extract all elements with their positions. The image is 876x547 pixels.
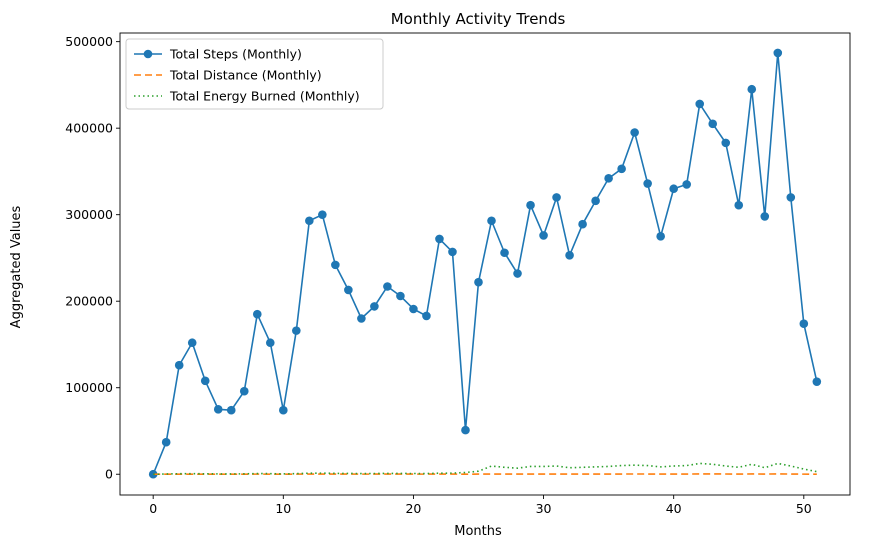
series-1-point <box>265 338 275 348</box>
legend-label-1: Total Steps (Monthly) <box>169 47 302 62</box>
series-1-point <box>226 405 236 415</box>
series-1-point <box>773 48 783 58</box>
y-tick-label: 400000 <box>65 121 113 136</box>
plot-area: 0 10 20 30 40 50 0 100000 200000 300000 400000 5000… <box>65 32 851 516</box>
x-axis-title: Months <box>454 524 502 539</box>
series-1-point <box>174 360 184 370</box>
series-1-point <box>370 302 379 311</box>
series-1-point <box>252 309 262 319</box>
legend-label-2: Total Distance (Monthly) <box>169 68 322 83</box>
series-1-point <box>539 231 548 240</box>
series-1-point <box>721 138 731 148</box>
series-1-point <box>734 200 744 210</box>
series-1-point <box>357 314 366 323</box>
series-1-point <box>708 119 718 129</box>
series-1-point <box>591 196 600 206</box>
series-1-point <box>565 251 574 260</box>
series-1-point <box>422 311 431 321</box>
series-1-point <box>656 232 665 241</box>
series-1-point <box>383 282 392 291</box>
series-1-point <box>812 377 822 386</box>
series-line-3 <box>153 462 817 476</box>
series-1-point <box>239 386 249 396</box>
series-1-point <box>682 180 691 189</box>
y-axis-title: Aggregated Values <box>9 205 24 328</box>
series-1-point <box>760 212 770 221</box>
series-1-point <box>513 269 522 278</box>
axes-frame <box>119 32 851 496</box>
series-1-point <box>695 99 705 109</box>
series-1-point <box>187 338 197 348</box>
y-tick-label: 500000 <box>65 34 113 49</box>
series-1-point <box>161 437 171 447</box>
series-1-point <box>213 405 223 414</box>
series-1-point <box>318 210 327 219</box>
series-1-point <box>435 234 444 244</box>
series-1-point <box>344 285 353 295</box>
series-1-point <box>500 248 509 258</box>
series-1-point <box>292 326 301 335</box>
series-1-point <box>461 425 470 435</box>
legend-label-3: Total Energy Burned (Monthly) <box>169 89 360 104</box>
series-1-point <box>799 319 809 328</box>
series-1-point <box>305 216 314 226</box>
legend-box <box>125 38 384 110</box>
series-1-point <box>747 84 757 94</box>
series-1-point <box>200 376 210 386</box>
x-tick-label: 40 <box>666 501 682 516</box>
series-1-point <box>279 405 288 415</box>
series-1-point <box>396 291 405 301</box>
series-1-point <box>617 164 626 174</box>
series-1-point <box>630 128 639 137</box>
series-1-point <box>487 216 496 226</box>
series-1-point <box>643 179 652 188</box>
series-1-point <box>578 219 587 229</box>
x-tick-label: 50 <box>796 501 812 516</box>
series-1-point <box>331 260 340 270</box>
series-1-point <box>604 174 613 183</box>
series-1-point <box>552 193 561 202</box>
x-tick-label: 20 <box>405 501 421 516</box>
x-tick-label: 10 <box>275 501 291 516</box>
series-1-point <box>474 277 483 287</box>
series-1-point <box>669 184 678 194</box>
series-1-point <box>448 247 457 257</box>
y-tick-label: 200000 <box>65 294 113 309</box>
series-1-point <box>409 304 418 314</box>
y-tick-label: 100000 <box>65 380 113 395</box>
legend-marker <box>143 49 153 59</box>
series-1-point <box>526 200 535 210</box>
series-line-1 <box>152 52 818 475</box>
x-tick-label: 30 <box>536 501 552 516</box>
legend: Total Steps (Monthly) Total Distance (Mon… <box>125 38 384 110</box>
y-tick-label: 300000 <box>65 207 113 222</box>
y-tick-label: 0 <box>105 467 113 482</box>
series-1-point <box>786 193 796 202</box>
chart-title: Monthly Activity Trends <box>391 10 566 28</box>
x-tick-label: 0 <box>149 501 157 516</box>
